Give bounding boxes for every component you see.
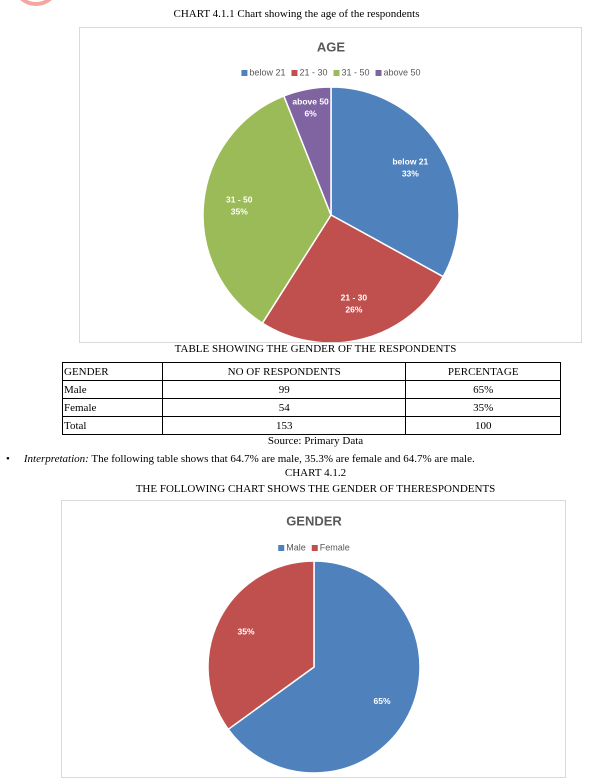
cell: Male <box>62 380 163 399</box>
data-label: 35% <box>237 627 254 637</box>
data-label: 6% <box>304 108 317 118</box>
legend-label: below 21 <box>249 67 285 77</box>
legend: Male Female <box>278 542 350 552</box>
cell: 100 <box>405 416 561 435</box>
cell: 99 <box>161 380 407 399</box>
header-cell: NO OF RESPONDENTS <box>161 362 407 381</box>
chart-title: GENDER <box>286 513 342 528</box>
data-label: below 21 <box>392 156 428 166</box>
legend-swatch <box>311 545 318 551</box>
table-title: TABLE SHOWING THE GENDER OF THE RESPONDE… <box>174 343 457 355</box>
chart: GENDER Male Female 65% 35% <box>61 500 566 778</box>
source: Source: Primary Data <box>267 435 364 447</box>
legend-swatch <box>375 70 382 76</box>
data-label: above 50 <box>292 96 329 106</box>
cell: 54 <box>161 398 407 417</box>
legend-label: above 50 <box>384 67 421 77</box>
pie-slice <box>227 560 421 774</box>
pie-slice <box>261 214 445 342</box>
caption: CHART 4.1.1 Chart showing the age of the… <box>173 8 420 20</box>
cell: 153 <box>161 416 407 435</box>
legend-swatch <box>241 70 248 76</box>
pie-slice <box>330 86 460 278</box>
data-label: 33% <box>402 168 419 178</box>
data-label: 21 - 30 <box>341 293 368 303</box>
chart-title: AGE <box>317 39 346 54</box>
cell: 65% <box>405 380 561 399</box>
interpretation-text: The following table shows that 64.7% are… <box>91 453 475 465</box>
legend-label: Female <box>320 542 350 552</box>
data-label: 26% <box>345 305 362 315</box>
interpretation-label: Interpretation: <box>23 453 89 465</box>
legend-swatch <box>291 70 298 76</box>
header-cell: PERCENTAGE <box>405 362 561 381</box>
cell: Total <box>62 416 163 435</box>
cell: Female <box>62 398 163 417</box>
data-label: 65% <box>373 696 390 706</box>
legend-label: 31 - 50 <box>341 67 369 77</box>
logo <box>20 0 52 6</box>
legend-swatch <box>333 70 340 76</box>
pie-slice <box>202 95 332 325</box>
header-cell: GENDER <box>62 362 163 381</box>
table: GENDER NO OF RESPONDENTS PERCENTAGE Male 99… <box>62 362 561 435</box>
caption: CHART 4.1.2 <box>284 467 347 479</box>
pie-slice <box>282 86 332 216</box>
data-label: 31 - 50 <box>226 195 253 205</box>
cell: 35% <box>405 398 561 417</box>
caption: THE FOLLOWING CHART SHOWS THE GENDER OF … <box>135 483 496 495</box>
legend: below 21 21 - 30 31 - 50 above 50 <box>241 67 421 77</box>
legend-label: Male <box>286 542 306 552</box>
pie-slice <box>207 560 315 731</box>
legend-swatch <box>278 545 285 551</box>
legend-label: 21 - 30 <box>299 67 327 77</box>
interpretation: • Interpretation: The following table sho… <box>6 453 475 465</box>
data-label: 35% <box>231 207 248 217</box>
